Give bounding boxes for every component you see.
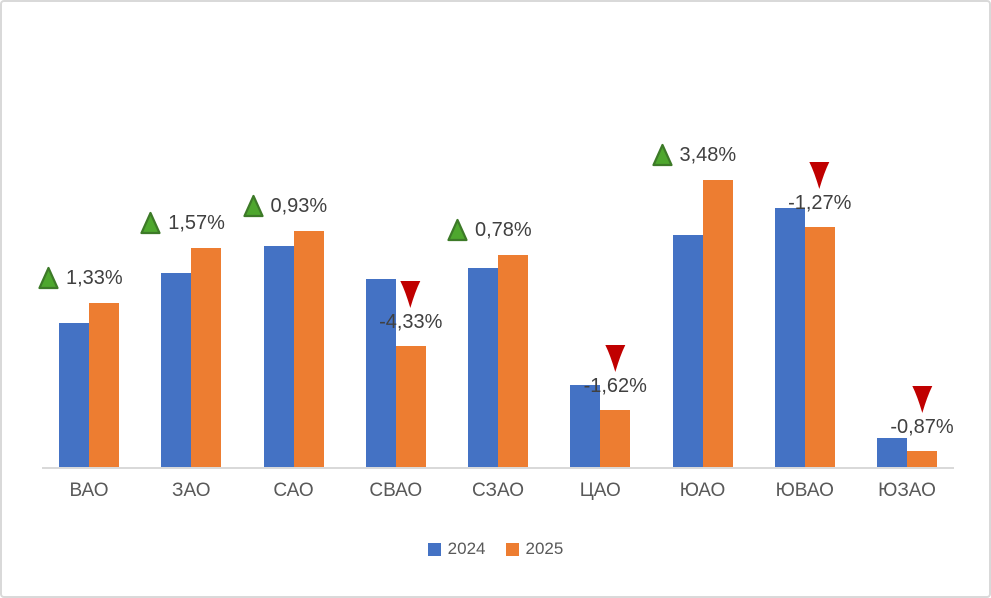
- bar-chart-plot-area: 1,33% 1,57% 0,93% -4,33% 0,78% -1,62% 3,48% -1,…: [38, 2, 954, 469]
- change-value: 3,48%: [679, 144, 737, 166]
- bar-2025[interactable]: [702, 180, 733, 467]
- change-annotation: -1,62%: [584, 343, 647, 396]
- up-triangle-icon: [447, 218, 468, 242]
- up-triangle-icon: [651, 143, 673, 167]
- category-group: 1,57%: [140, 2, 225, 467]
- change-annotation: 0,93%: [242, 194, 328, 218]
- category-group: 0,93%: [242, 2, 327, 467]
- category-group: -1,27%: [774, 2, 851, 467]
- bar-2024[interactable]: [263, 246, 294, 467]
- bar-2024[interactable]: [59, 323, 89, 467]
- legend-swatch-2025-icon: [505, 542, 519, 556]
- category-group: 0,78%: [447, 2, 532, 467]
- bar-2025[interactable]: [600, 410, 631, 467]
- category-label: ЦАО: [579, 480, 621, 501]
- down-triangle-icon: [400, 281, 421, 308]
- bar-2024[interactable]: [570, 385, 601, 467]
- change-annotation: -0,87%: [890, 384, 954, 438]
- category-label: СВАО: [369, 480, 423, 501]
- down-triangle-icon: [809, 162, 830, 189]
- change-value: -4,33%: [379, 311, 443, 333]
- change-value: 0,93%: [270, 195, 328, 217]
- category-group: -4,33%: [365, 2, 442, 467]
- change-annotation: 1,57%: [140, 211, 225, 235]
- change-value: 1,57%: [168, 212, 225, 234]
- category-group: 3,48%: [651, 2, 736, 467]
- bar-2024[interactable]: [365, 279, 396, 467]
- down-triangle-icon: [605, 345, 626, 372]
- legend-label-2024: 2024: [447, 539, 486, 558]
- legend-label-2025: 2025: [525, 539, 564, 558]
- category-label: ЮАО: [679, 480, 726, 501]
- category-label: ВАО: [69, 480, 109, 501]
- change-value: -1,27%: [788, 192, 852, 214]
- up-triangle-icon: [140, 211, 161, 235]
- bar-2024[interactable]: [672, 235, 703, 467]
- category-label: ЮЗАО: [878, 480, 936, 501]
- category-label: СЗАО: [471, 480, 525, 501]
- bar-2025[interactable]: [89, 303, 119, 467]
- change-annotation: -4,33%: [379, 279, 442, 332]
- legend-item-2024[interactable]: 2024: [427, 539, 486, 559]
- up-triangle-icon: [242, 194, 264, 218]
- bar-2025[interactable]: [498, 255, 528, 467]
- legend-swatch-2024-icon: [427, 542, 441, 556]
- bar-2024[interactable]: [774, 208, 805, 467]
- bar-2025[interactable]: [907, 451, 937, 467]
- chart-legend: 2024 2025: [2, 539, 989, 559]
- category-group: 1,33%: [38, 2, 123, 467]
- change-value: -1,62%: [583, 375, 647, 397]
- down-triangle-icon: [912, 386, 932, 413]
- category-group: -0,87%: [877, 2, 954, 467]
- change-annotation: -1,27%: [788, 160, 851, 213]
- category-label: САО: [273, 480, 314, 501]
- change-annotation: 3,48%: [651, 143, 737, 167]
- up-triangle-icon: [38, 266, 59, 290]
- bar-2024[interactable]: [161, 273, 192, 467]
- change-annotation: 0,78%: [447, 218, 532, 242]
- category-group: -1,62%: [570, 2, 647, 467]
- change-annotation: 1,33%: [38, 266, 123, 290]
- bar-2024[interactable]: [468, 268, 498, 467]
- category-label: ЮВАО: [775, 480, 834, 501]
- bar-2025[interactable]: [293, 231, 324, 467]
- category-label: ЗАО: [171, 480, 211, 501]
- change-value: 0,78%: [475, 219, 532, 241]
- change-value: -0,87%: [890, 416, 954, 438]
- bar-2024[interactable]: [877, 438, 907, 467]
- bar-2025[interactable]: [804, 227, 835, 467]
- change-value: 1,33%: [66, 267, 123, 289]
- bar-2025[interactable]: [395, 346, 426, 467]
- legend-item-2025[interactable]: 2025: [505, 539, 564, 559]
- bar-2025[interactable]: [191, 248, 222, 467]
